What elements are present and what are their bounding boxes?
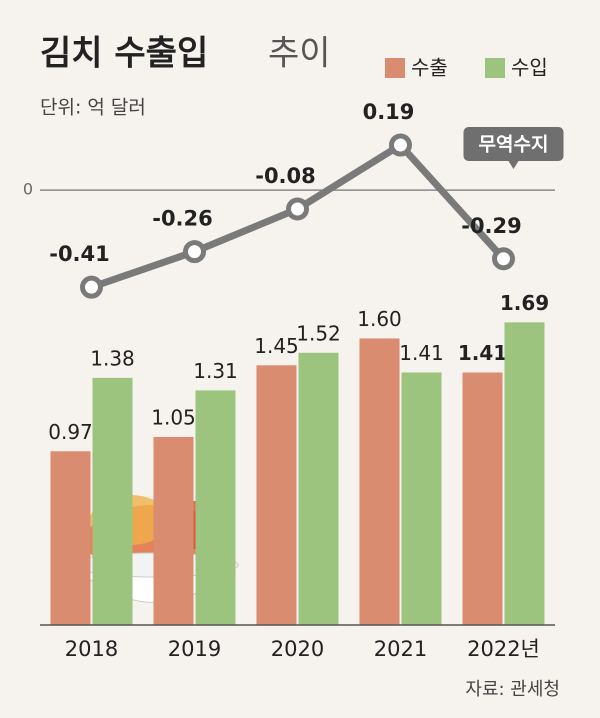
bar (359, 338, 400, 625)
legend-label: 수입 (511, 56, 548, 80)
chart-title-light: 추이 (268, 34, 331, 74)
bar-value-label: 1.69 (500, 291, 549, 315)
bar-value-label: 1.45 (254, 334, 299, 358)
series-badge (463, 127, 564, 161)
bar-value-label: 0.97 (48, 420, 93, 444)
series-badge-pointer (508, 161, 519, 169)
bar (195, 390, 236, 625)
chart-title: 김치 수출입 (40, 34, 208, 74)
series-badge-label: 무역수지 (479, 134, 549, 156)
legend-swatch (485, 58, 505, 78)
line-point (80, 275, 103, 299)
x-tick-label: 2018 (65, 637, 118, 661)
bar (298, 352, 339, 625)
bar-value-label: 1.31 (193, 359, 238, 383)
legend-label: 수출 (411, 56, 448, 80)
line-point (492, 247, 515, 271)
bar (92, 377, 133, 625)
bar (504, 322, 545, 625)
x-tick-label: 2019 (168, 637, 221, 661)
line-value-label: -0.26 (152, 207, 213, 231)
line-value-label: -0.08 (255, 164, 316, 188)
line-point (286, 197, 309, 221)
legend-swatch (385, 58, 405, 78)
y2-tick-label: 0 (23, 180, 33, 199)
x-tick-label: 2020 (271, 637, 324, 661)
bar-value-label: 1.41 (399, 341, 444, 365)
bar-value-label: 1.41 (458, 341, 507, 365)
source-label: 자료: 관세청 (465, 679, 560, 700)
bar-value-label: 1.05 (151, 405, 196, 429)
line-point (389, 133, 412, 157)
bar (153, 436, 194, 625)
line-point (183, 240, 206, 264)
unit-label: 단위: 억 달러 (40, 97, 146, 119)
bar (401, 372, 442, 625)
bar-value-label: 1.52 (296, 321, 341, 345)
bar (50, 451, 91, 625)
bar-value-label: 1.60 (357, 307, 402, 331)
bar (256, 365, 297, 625)
x-tick-label: 2021 (374, 637, 427, 661)
x-tick-label: 2022년 (467, 637, 540, 661)
bar-value-label: 1.38 (90, 346, 135, 370)
bar (462, 372, 503, 625)
line-value-label: -0.41 (49, 242, 110, 266)
line-value-label: 0.19 (363, 100, 415, 124)
line-value-label: -0.29 (461, 214, 522, 238)
